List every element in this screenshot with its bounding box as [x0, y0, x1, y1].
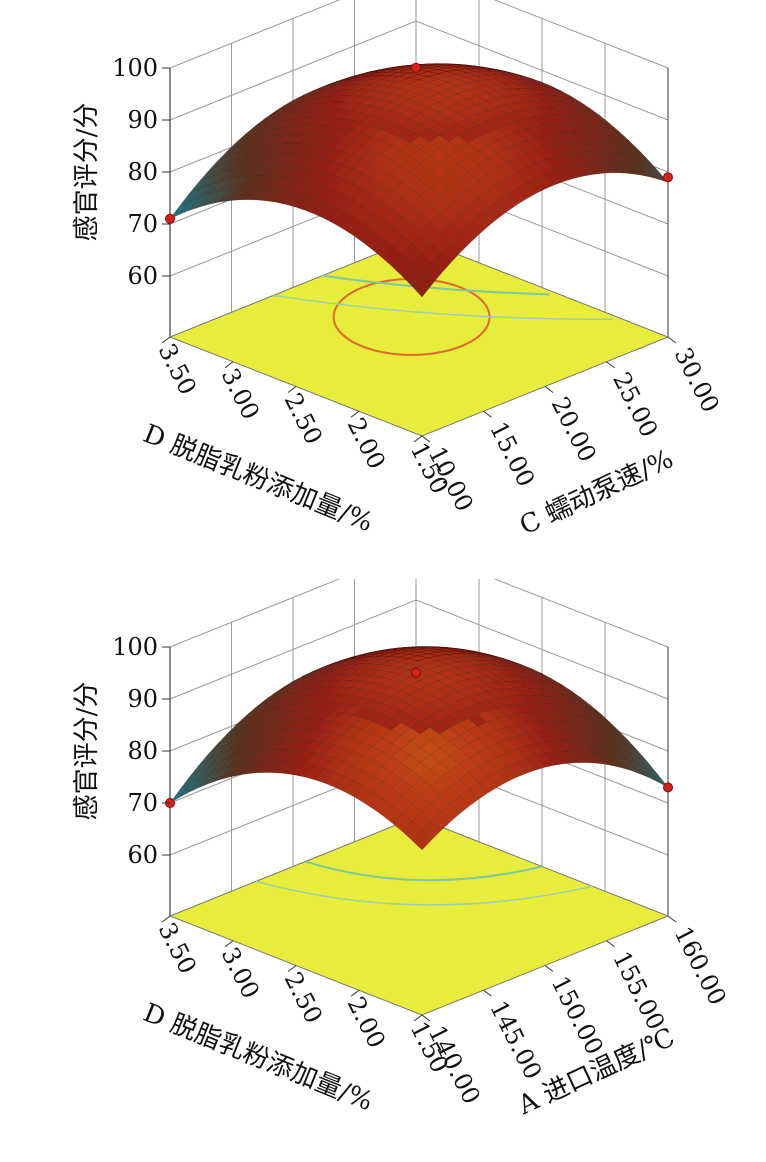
z-tick-label: 60	[127, 841, 158, 869]
z-axis-title: 感官评分/分	[72, 682, 102, 821]
design-point	[664, 783, 673, 792]
design-point	[166, 214, 175, 223]
z-tick-label: 60	[127, 262, 158, 290]
design-point	[664, 173, 673, 182]
design-point	[412, 668, 421, 677]
design-point	[412, 63, 421, 72]
z-tick-label: 80	[127, 158, 158, 186]
z-tick-label: 70	[127, 789, 158, 817]
z-tick-label: 100	[112, 54, 158, 82]
z-tick-label: 90	[127, 106, 158, 134]
z-tick-label: 100	[112, 633, 158, 661]
z-tick-label: 70	[127, 210, 158, 238]
z-tick-label: 90	[127, 685, 158, 713]
z-axis-title: 感官评分/分	[72, 103, 102, 242]
z-tick-label: 80	[127, 737, 158, 765]
